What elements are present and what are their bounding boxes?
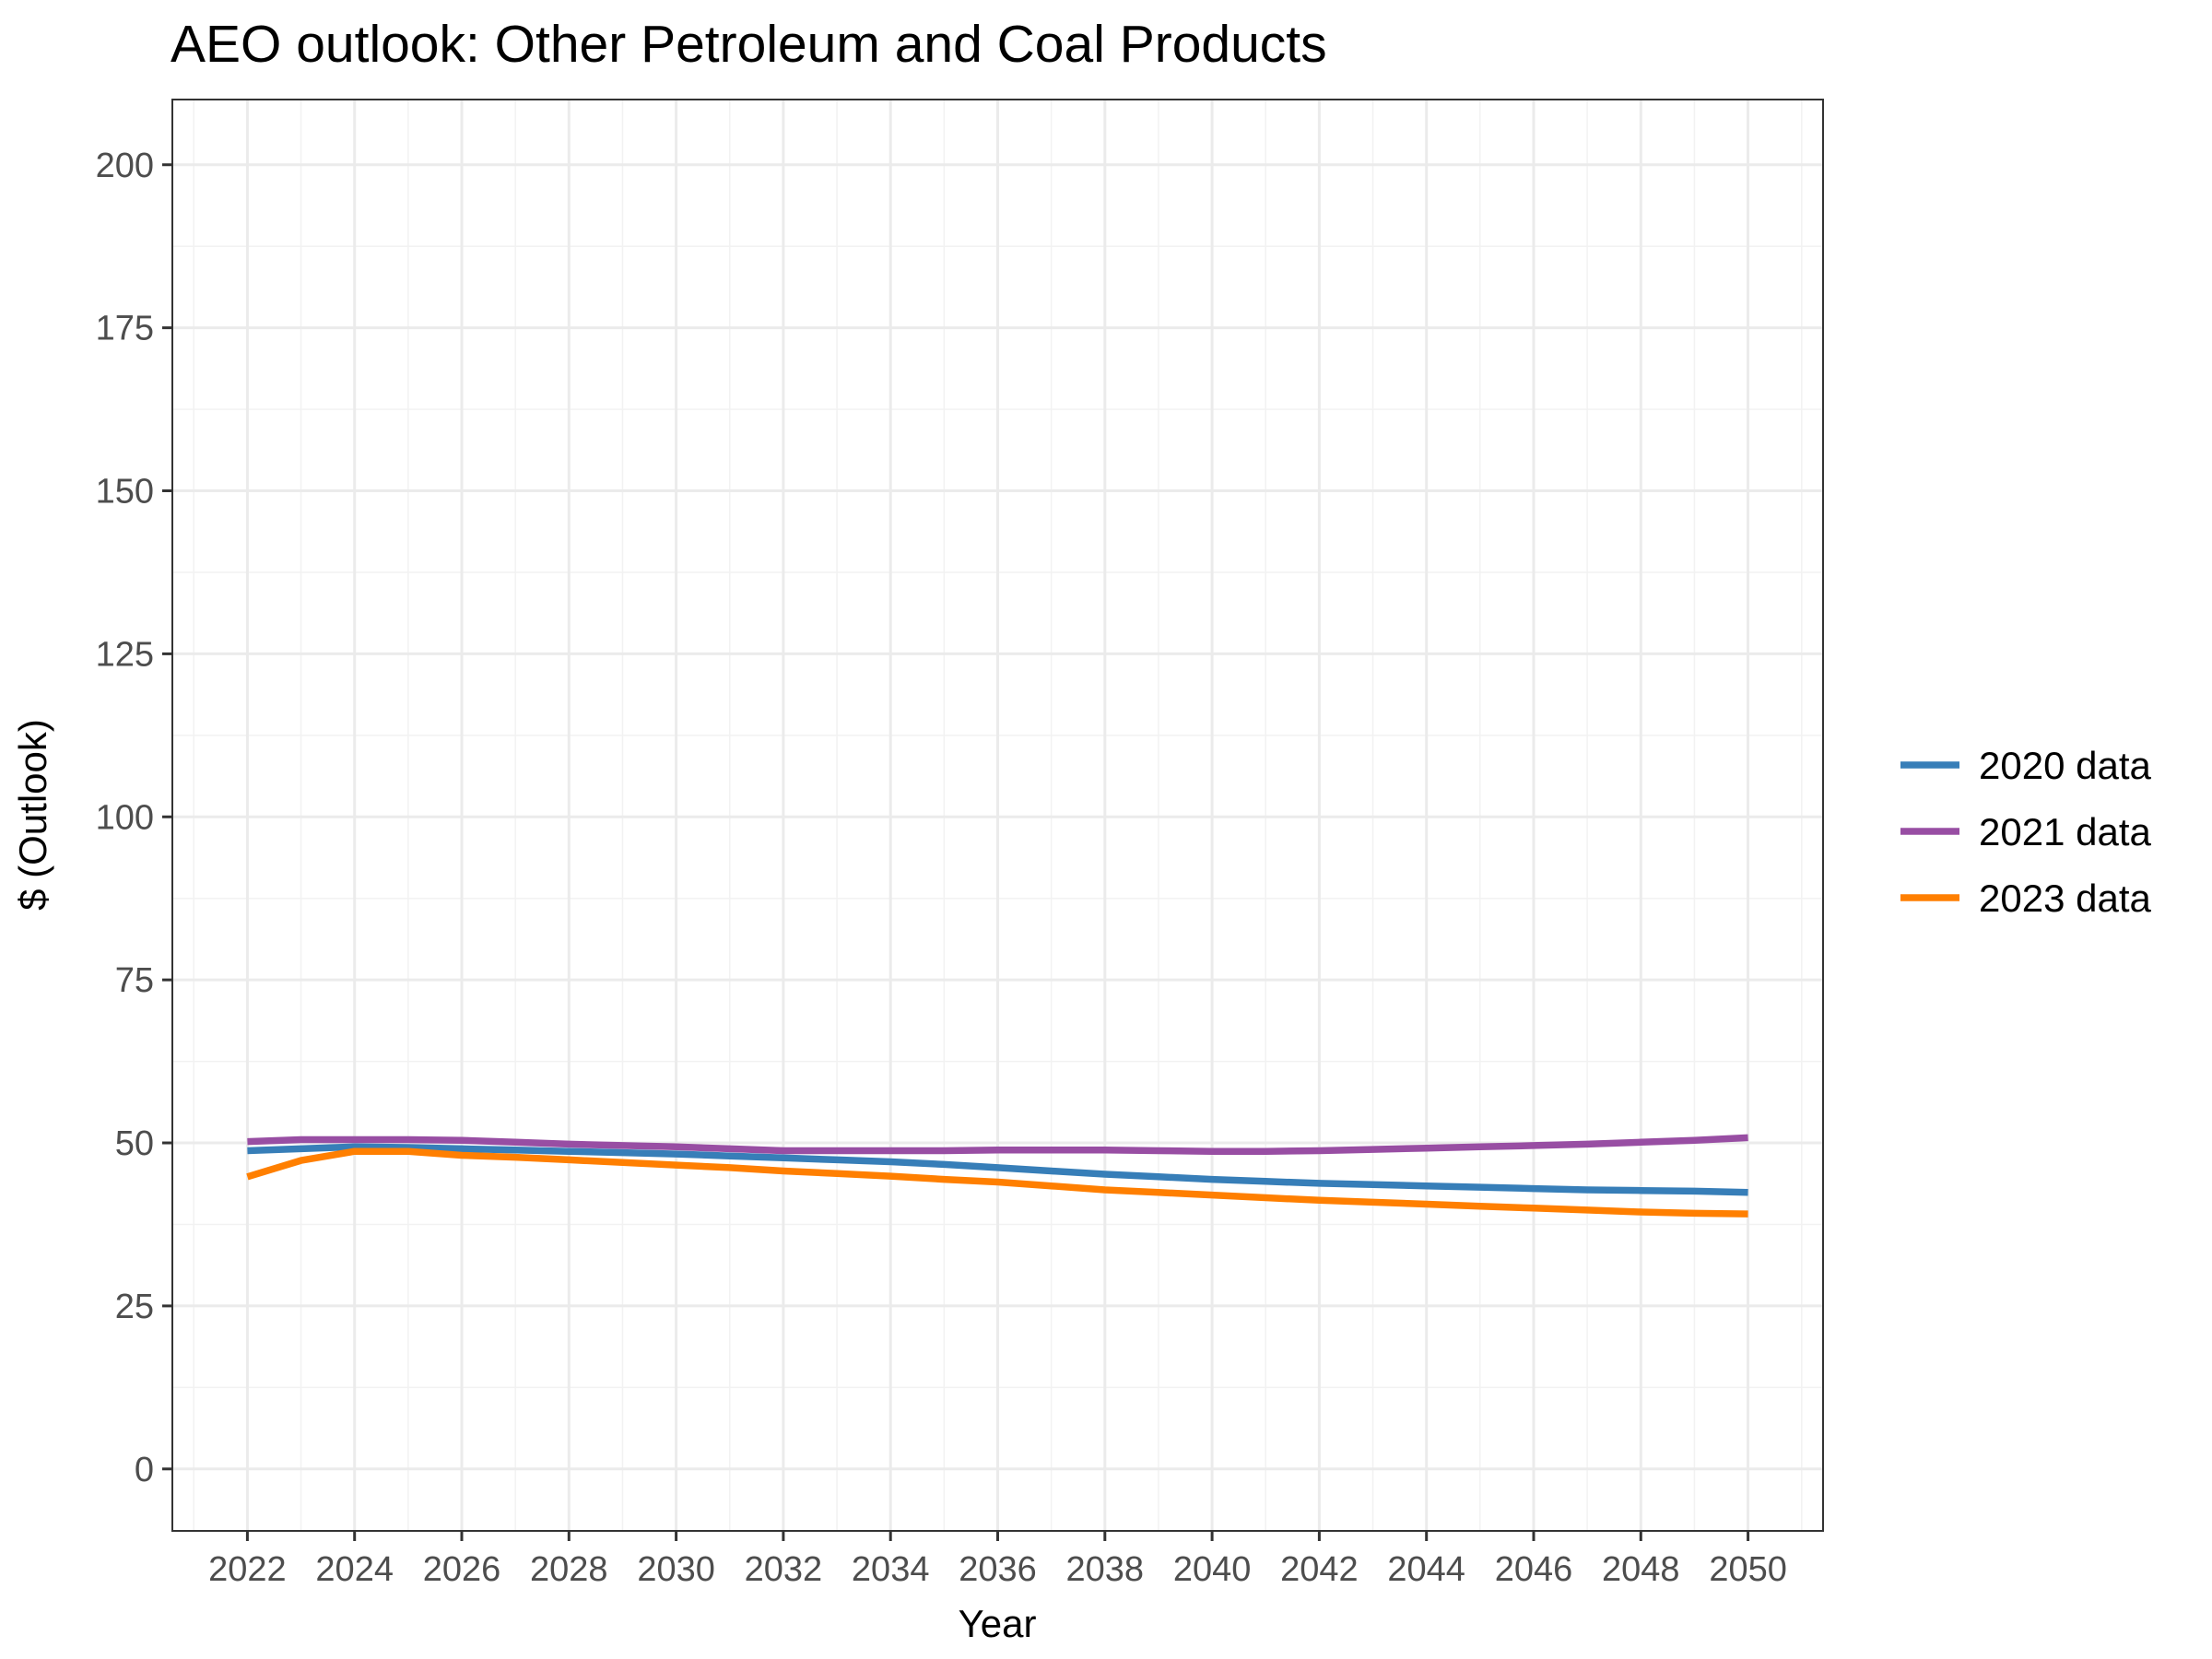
y-tick-label: 100: [96, 798, 154, 837]
series-line-3: [246, 1147, 1748, 1218]
series-line-2: [247, 1134, 1748, 1155]
x-tick-label: 2050: [1709, 1550, 1787, 1589]
y-tick-label: 75: [115, 961, 154, 1000]
y-tick-label: 25: [115, 1288, 154, 1326]
y-tick-label: 50: [115, 1124, 154, 1163]
x-tick-label: 2028: [530, 1550, 608, 1589]
y-tick-label: 175: [96, 310, 154, 348]
legend-item: 2023 data: [1900, 877, 2151, 920]
legend-label: 2020 data: [1979, 744, 2151, 787]
legend-label: 2021 data: [1979, 810, 2151, 853]
chart-title: AEO outlook: Other Petroleum and Coal Pr…: [171, 15, 1327, 74]
y-axis-title: $ (Outlook): [11, 719, 54, 911]
x-tick-label: 2046: [1495, 1550, 1573, 1589]
legend-label: 2023 data: [1979, 877, 2151, 920]
y-axis-ticks: 0 25 50 75 100 125 150 175 200: [96, 147, 172, 1489]
y-tick-label: 0: [135, 1451, 154, 1489]
legend-item: 2020 data: [1900, 744, 2151, 787]
x-tick-label: 2024: [315, 1550, 394, 1589]
major-gridlines: [172, 100, 1823, 1531]
x-tick-label: 2030: [637, 1550, 715, 1589]
x-tick-label: 2034: [852, 1550, 930, 1589]
x-tick-label: 2038: [1066, 1550, 1145, 1589]
series-lines: [246, 1134, 1748, 1218]
x-tick-label: 2040: [1173, 1550, 1252, 1589]
y-tick-label: 200: [96, 147, 154, 185]
x-tick-label: 2036: [959, 1550, 1037, 1589]
x-tick-label: 2026: [423, 1550, 501, 1589]
x-tick-label: 2042: [1280, 1550, 1359, 1589]
y-tick-label: 150: [96, 473, 154, 512]
x-tick-label: 2032: [745, 1550, 823, 1589]
x-tick-label: 2022: [208, 1550, 287, 1589]
series-line-1: [247, 1143, 1748, 1196]
legend: 2020 data 2021 data 2023 data: [1900, 744, 2151, 920]
x-axis-ticks: 2022 2024 2026 2028 2030 2032 2034 2036 2038 2040…: [208, 1531, 1787, 1589]
x-tick-label: 2044: [1387, 1550, 1465, 1589]
x-axis-title: Year: [959, 1602, 1037, 1645]
legend-item: 2021 data: [1900, 810, 2151, 853]
x-tick-label: 2048: [1602, 1550, 1680, 1589]
y-tick-label: 125: [96, 635, 154, 674]
